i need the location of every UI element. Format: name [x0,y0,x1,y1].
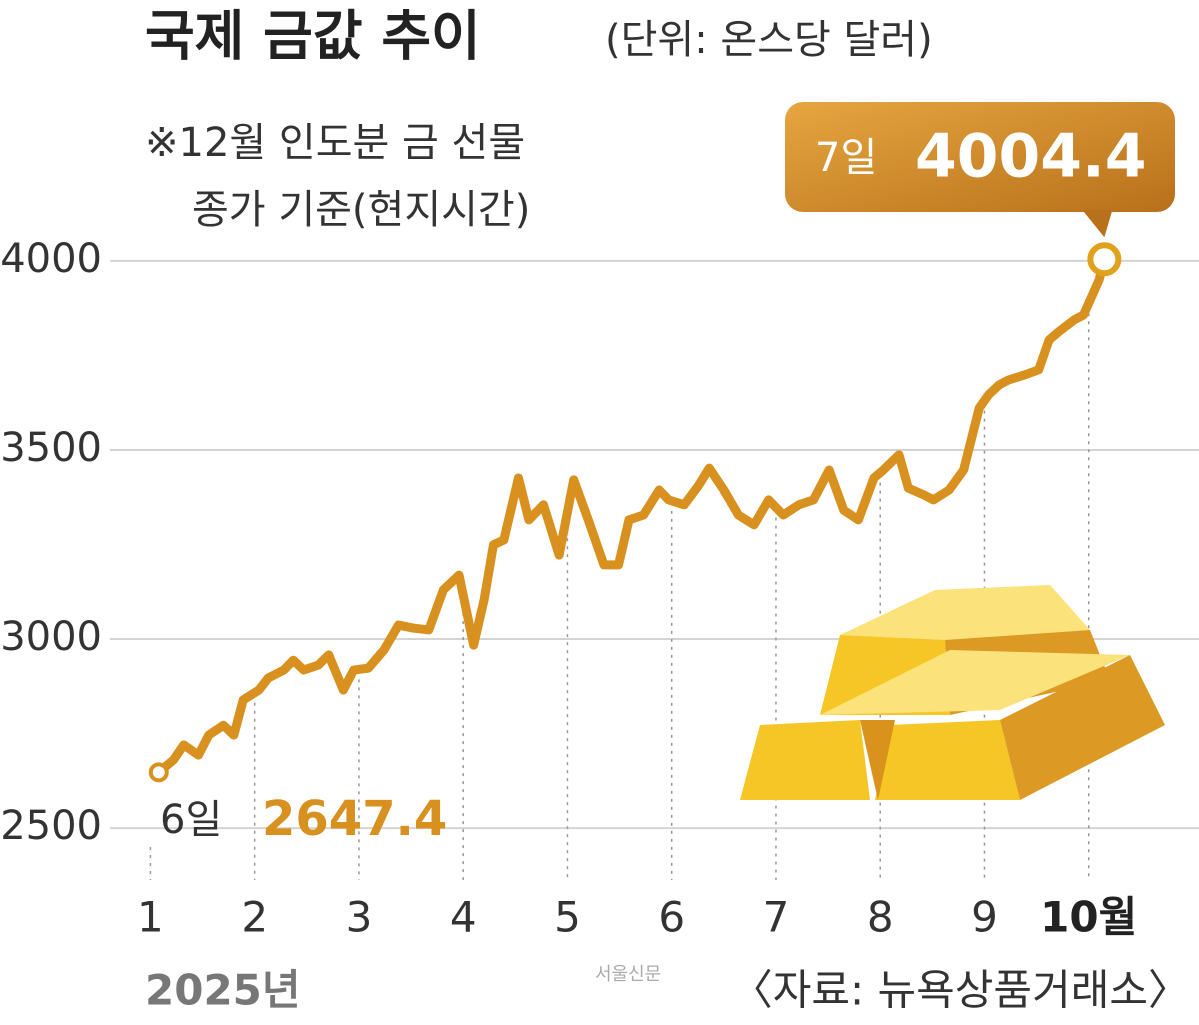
chart-subtitle: (단위: 온스당 달러) [605,17,933,63]
x-axis-label: 2025년 [145,966,301,1015]
y-tick-label: 4000 [0,236,102,282]
annotation-value: 4004.4 [915,122,1147,192]
x-tick-label: 6 [658,893,685,942]
callout-pointer [1082,210,1113,238]
x-tick-label: 5 [554,893,581,942]
gold-bars-illustration [740,585,1165,800]
source: 〈자료: 뉴욕상품거래소〉 [731,966,1190,1015]
x-tick-label: 8 [867,893,894,942]
x-tick-label: 2 [241,893,268,942]
annotation-value: 2647.4 [262,791,447,847]
x-tick-label: 7 [763,893,790,942]
callout-box [785,102,1175,212]
y-tick-label: 3000 [0,614,102,660]
start-marker [148,762,169,783]
x-tick-label: 1 [137,893,164,942]
note: ※12월 인도분 금 선물 [145,120,525,166]
end-marker [1087,242,1122,277]
credit: 서울신문 [595,964,661,985]
y-tick-label: 3500 [0,425,102,471]
note: 종가 기준(현지시간) [192,187,530,233]
annotation-day: 7일 [815,135,877,181]
y-tick-label: 2500 [0,803,102,849]
price-line [154,254,1109,777]
annotation-day: 6일 [160,797,222,843]
x-tick-label: 10월 [1040,893,1137,942]
chart-title: 국제 금값 추이 [145,5,481,68]
x-tick-label: 9 [971,893,998,942]
x-tick-label: 4 [450,893,477,942]
x-tick-label: 3 [346,893,373,942]
